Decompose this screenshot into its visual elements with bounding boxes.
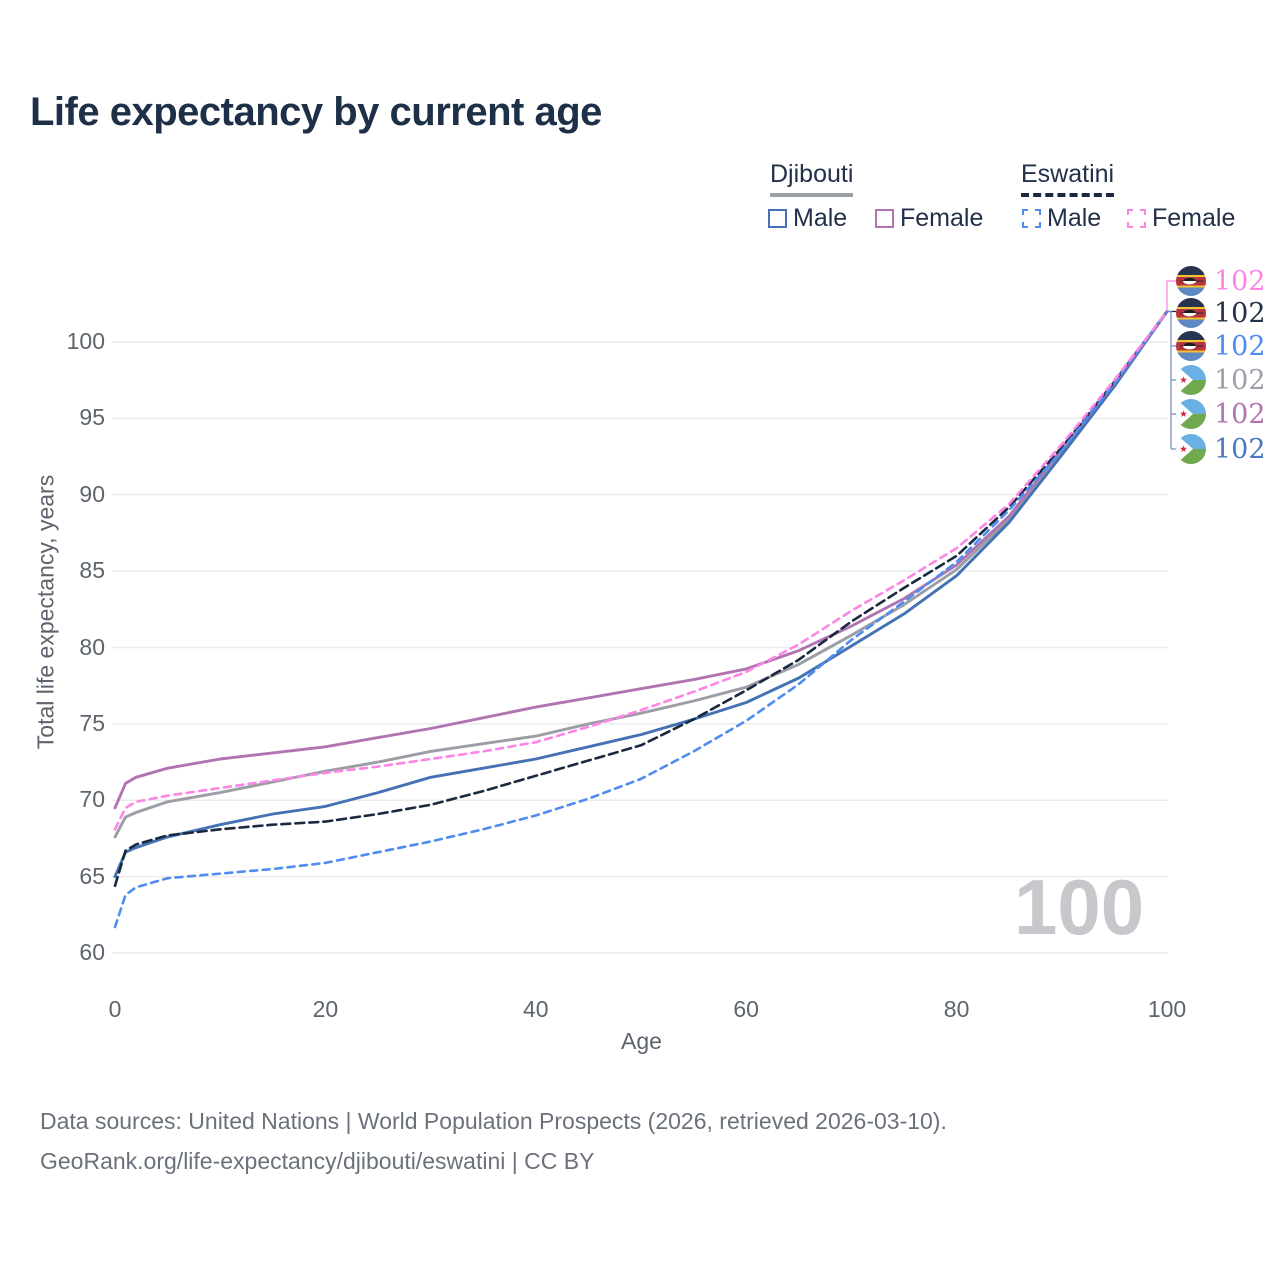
- end-label-value: 102: [1214, 398, 1266, 430]
- end-label-eswatini-both: 102: [1176, 297, 1266, 329]
- y-axis-title: Total life expectancy, years: [32, 474, 59, 750]
- eswatini-male-swatch-icon: [1022, 209, 1041, 228]
- eswatini-flag-icon: [1176, 266, 1206, 296]
- data-sources-text: Data sources: United Nations | World Pop…: [40, 1108, 947, 1134]
- djibouti-flag-icon: [1176, 365, 1206, 395]
- end-label-value: 102: [1214, 297, 1266, 329]
- x-axis-title: Age: [621, 1028, 662, 1054]
- end-label-djibouti-male: 102: [1176, 433, 1266, 465]
- legend-label: Female: [1152, 204, 1236, 232]
- djibouti-female-swatch-icon: [875, 209, 894, 228]
- djibouti-flag-icon: [1176, 434, 1206, 464]
- legend-label: Male: [793, 204, 848, 232]
- attribution-url-text: GeoRank.org/life-expectancy/djibouti/esw…: [40, 1148, 595, 1174]
- end-label-value: 102: [1214, 330, 1266, 362]
- eswatini-flag-icon: [1176, 331, 1206, 361]
- end-label-eswatini-female: 102: [1176, 265, 1266, 297]
- legend-item-djibouti-female[interactable]: Female: [875, 204, 983, 233]
- legend-country-djibouti: Djibouti: [770, 160, 854, 197]
- end-label-djibouti-female: 102: [1176, 398, 1266, 430]
- legend-label: Female: [900, 204, 984, 232]
- end-label-value: 102: [1214, 265, 1266, 297]
- djibouti-flag-icon: [1176, 399, 1206, 429]
- end-label-eswatini-male: 102: [1176, 330, 1266, 362]
- legend-item-djibouti-male[interactable]: Male: [768, 204, 847, 233]
- legend-item-eswatini-female[interactable]: Female: [1127, 204, 1235, 233]
- end-label-djibouti-both: 102: [1176, 364, 1266, 396]
- end-label-value: 102: [1214, 364, 1266, 396]
- page-title: Life expectancy by current age: [30, 90, 602, 134]
- age-counter-watermark: 100: [1014, 863, 1145, 951]
- end-label-value: 102: [1214, 433, 1266, 465]
- eswatini-flag-icon: [1176, 298, 1206, 328]
- legend-item-eswatini-male[interactable]: Male: [1022, 204, 1101, 233]
- legend-country-eswatini: Eswatini: [1021, 160, 1115, 197]
- legend-label: Male: [1047, 204, 1102, 232]
- djibouti-male-swatch-icon: [768, 209, 787, 228]
- eswatini-female-swatch-icon: [1127, 209, 1146, 228]
